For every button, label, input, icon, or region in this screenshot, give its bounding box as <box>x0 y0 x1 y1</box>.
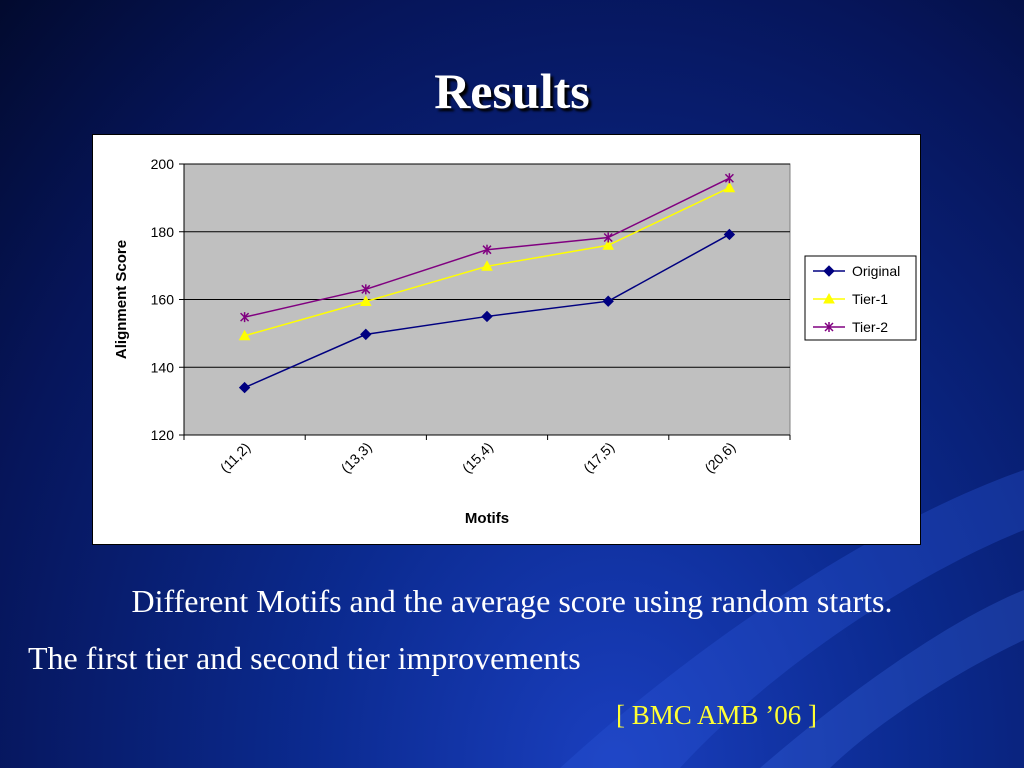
legend-label-tier-1: Tier-1 <box>852 291 888 307</box>
data-point-tier-1 <box>723 181 736 193</box>
citation: [ BMC AMB ’06 ] <box>616 700 818 730</box>
chart-container: 120 140 160 180 200 (11,2) (13,3) (15,4) (17,5) (… <box>92 134 921 545</box>
data-point-original <box>481 310 493 323</box>
x-tick-label: (20,6) <box>701 439 738 476</box>
caption-line-2: The first tier and second tier improveme… <box>28 640 581 676</box>
data-point-tier-2 <box>361 284 371 295</box>
legend-marker-original <box>823 265 835 277</box>
data-point-tier-1 <box>602 239 615 250</box>
data-point-tier-2 <box>240 312 250 323</box>
x-tick-label: (15,4) <box>459 439 496 476</box>
y-tick-label: 120 <box>151 427 175 443</box>
legend <box>804 255 917 341</box>
data-point-original <box>360 328 372 341</box>
data-point-tier-1 <box>481 260 493 271</box>
data-point-tier-2 <box>724 173 734 184</box>
x-tick-label: (17,5) <box>580 439 617 476</box>
legend-marker-tier-1 <box>823 292 835 304</box>
data-point-original <box>602 295 614 307</box>
x-axis-title: Motifs <box>465 510 509 527</box>
y-axis-title: Alignment Score <box>113 240 130 359</box>
data-point-original <box>723 228 736 241</box>
y-tick-label: 160 <box>151 292 175 308</box>
legend-label-tier-2: Tier-2 <box>852 319 888 335</box>
data-point-tier-1 <box>359 295 372 307</box>
x-tick-label: (13,3) <box>338 439 375 476</box>
x-tick-label: (11,2) <box>217 439 253 475</box>
y-tick-label: 140 <box>151 359 175 375</box>
y-tick-label: 180 <box>151 224 175 240</box>
data-point-tier-2 <box>482 244 492 255</box>
line-chart: 120 140 160 180 200 (11,2) (13,3) (15,4) (17,5) (… <box>113 156 917 527</box>
data-point-tier-2 <box>603 232 613 243</box>
caption-line-1: Different Motifs and the average score u… <box>131 583 893 619</box>
data-point-original <box>238 381 251 394</box>
legend-label-original: Original <box>852 263 900 279</box>
data-point-tier-1 <box>238 329 251 341</box>
legend-marker-tier-2 <box>824 322 834 332</box>
slide-title: Results <box>434 63 590 119</box>
y-tick-label: 200 <box>151 156 175 172</box>
